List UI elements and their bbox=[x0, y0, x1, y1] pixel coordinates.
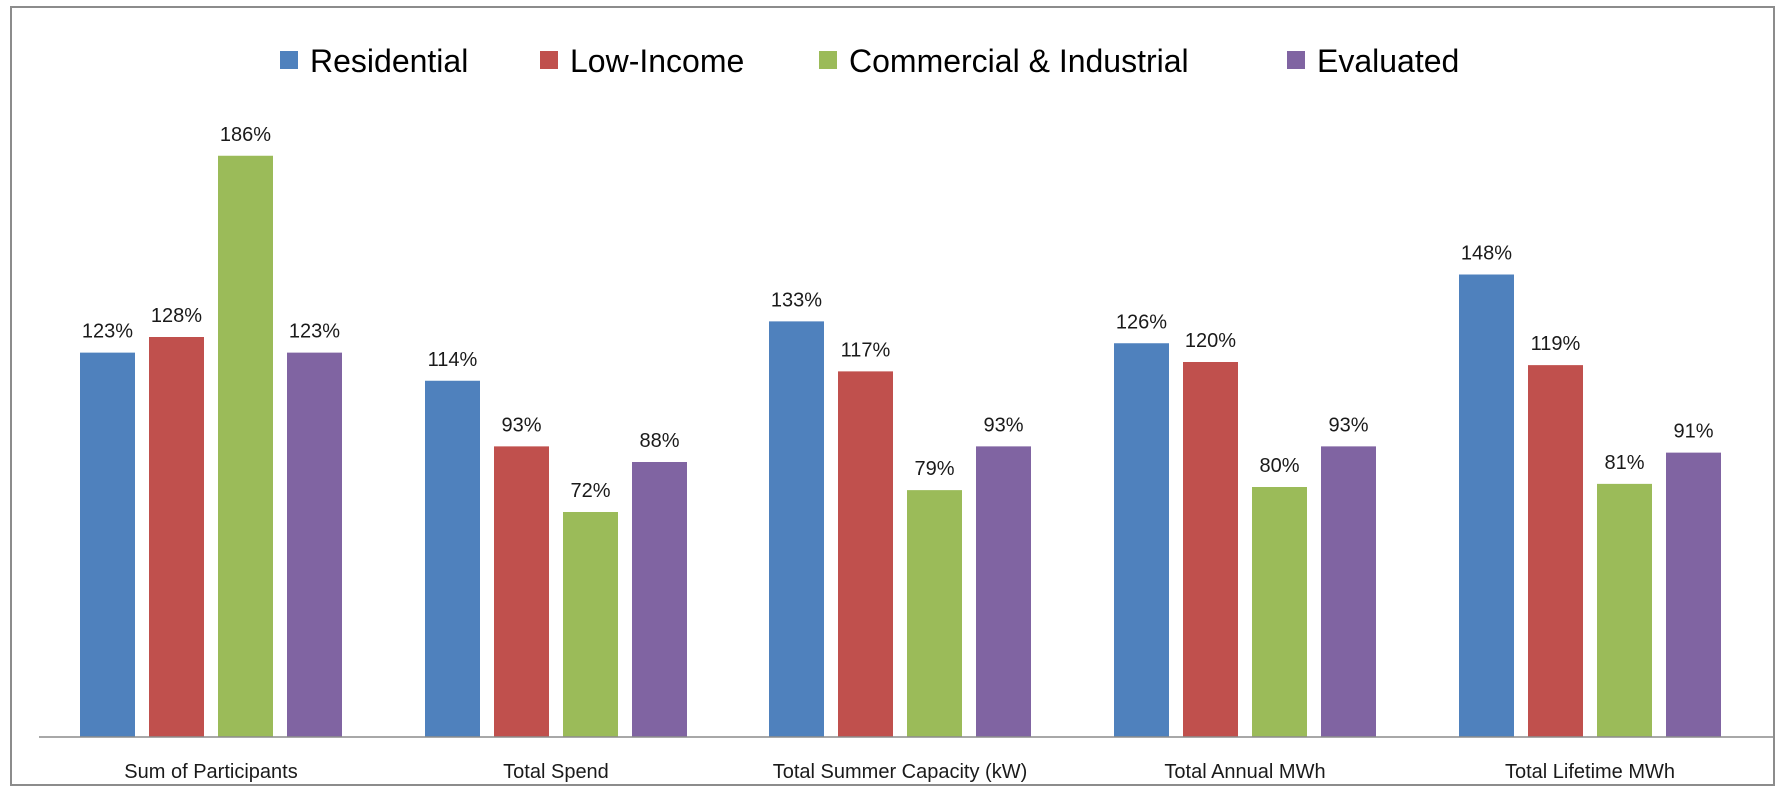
legend-swatch-low-income bbox=[540, 51, 558, 69]
bar-low-income-4 bbox=[1183, 362, 1238, 737]
data-label-residential-3: 133% bbox=[771, 289, 822, 311]
bar-commercial-industrial-3 bbox=[907, 490, 962, 737]
legend-label-evaluated: Evaluated bbox=[1317, 43, 1459, 79]
data-label-residential-1: 123% bbox=[82, 321, 133, 343]
bar-commercial-industrial-4 bbox=[1252, 487, 1307, 737]
data-label-commercial-industrial-1: 186% bbox=[220, 124, 271, 146]
bar-commercial-industrial-1 bbox=[218, 155, 273, 737]
data-label-low-income-4: 120% bbox=[1185, 330, 1236, 352]
category-label-2: Total Spend bbox=[503, 761, 609, 783]
data-label-evaluated-4: 93% bbox=[1328, 414, 1368, 436]
bars bbox=[80, 155, 1721, 737]
bar-residential-4 bbox=[1114, 343, 1169, 737]
bar-evaluated-4 bbox=[1321, 446, 1376, 737]
data-label-evaluated-2: 88% bbox=[639, 430, 679, 452]
bar-low-income-1 bbox=[149, 337, 204, 737]
data-label-low-income-3: 117% bbox=[841, 339, 891, 361]
data-label-commercial-industrial-2: 72% bbox=[570, 480, 610, 502]
bar-commercial-industrial-2 bbox=[563, 512, 618, 737]
category-label-4: Total Annual MWh bbox=[1164, 761, 1325, 783]
bar-residential-3 bbox=[769, 321, 824, 737]
data-label-evaluated-3: 93% bbox=[983, 414, 1023, 436]
bar-evaluated-2 bbox=[632, 462, 687, 737]
data-label-evaluated-5: 91% bbox=[1673, 421, 1713, 443]
legend-swatch-commercial-industrial bbox=[819, 51, 837, 69]
bar-low-income-5 bbox=[1528, 365, 1583, 737]
category-label-1: Sum of Participants bbox=[124, 761, 297, 783]
bar-low-income-3 bbox=[838, 371, 893, 737]
legend-swatch-evaluated bbox=[1287, 51, 1305, 69]
bar-evaluated-3 bbox=[976, 446, 1031, 737]
data-label-commercial-industrial-5: 81% bbox=[1604, 452, 1644, 474]
bar-low-income-2 bbox=[494, 446, 549, 737]
chart-frame: Residential Low-Income Commercial & Indust… bbox=[10, 6, 1775, 786]
data-label-commercial-industrial-3: 79% bbox=[914, 458, 954, 480]
data-label-low-income-5: 119% bbox=[1531, 333, 1581, 355]
category-label-3: Total Summer Capacity (kW) bbox=[773, 761, 1028, 783]
legend: Residential Low-Income Commercial & Indust… bbox=[280, 43, 1459, 79]
category-label-5: Total Lifetime MWh bbox=[1505, 761, 1675, 783]
data-labels: 123% 128% 186% 123% 114% 93% 72% 88% 133% 117% 79%… bbox=[82, 124, 1714, 502]
bar-evaluated-5 bbox=[1666, 452, 1721, 737]
data-label-residential-4: 126% bbox=[1116, 311, 1167, 333]
bar-residential-1 bbox=[80, 352, 135, 737]
bar-chart: Residential Low-Income Commercial & Indust… bbox=[39, 43, 1775, 783]
bar-residential-2 bbox=[425, 380, 480, 737]
data-label-residential-5: 148% bbox=[1461, 243, 1512, 265]
bar-commercial-industrial-5 bbox=[1597, 483, 1652, 737]
data-label-low-income-2: 93% bbox=[501, 414, 541, 436]
data-label-low-income-1: 128% bbox=[151, 305, 202, 327]
data-label-commercial-industrial-4: 80% bbox=[1259, 455, 1299, 477]
legend-label-low-income: Low-Income bbox=[570, 43, 744, 79]
legend-label-commercial-industrial: Commercial & Industrial bbox=[849, 43, 1189, 79]
data-label-evaluated-1: 123% bbox=[289, 321, 340, 343]
legend-label-residential: Residential bbox=[310, 43, 468, 79]
data-label-residential-2: 114% bbox=[428, 349, 478, 371]
legend-swatch-residential bbox=[280, 51, 298, 69]
bar-residential-5 bbox=[1459, 274, 1514, 737]
category-labels: Sum of Participants Total Spend Total Summ… bbox=[124, 761, 1675, 783]
bar-evaluated-1 bbox=[287, 352, 342, 737]
